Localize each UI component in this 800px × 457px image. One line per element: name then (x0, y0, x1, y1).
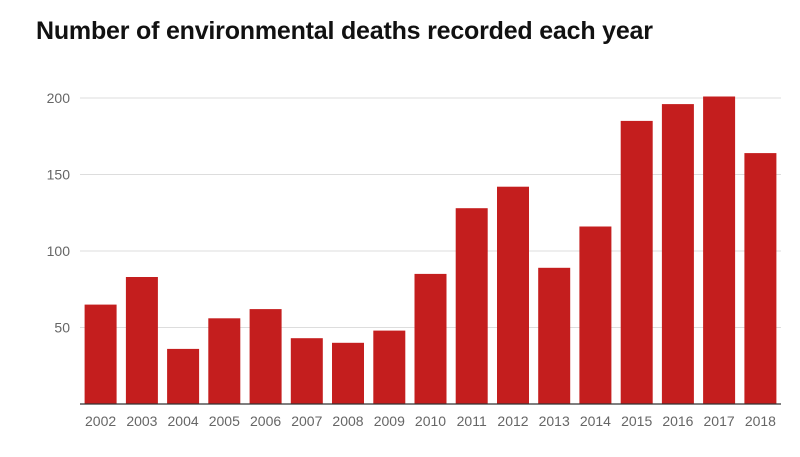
bar-2011 (455, 208, 488, 404)
bar-2012 (497, 186, 529, 404)
chart-title: Number of environmental deaths recorded … (36, 17, 653, 45)
x-tick-label: 2014 (580, 413, 611, 429)
bar-2004 (167, 348, 200, 404)
x-axis-ticks: 2002 2003 2004 2005 2006 2007 2008 2009 2010 2011… (85, 413, 776, 429)
y-tick-label: 50 (54, 320, 70, 336)
bar-2010 (414, 273, 447, 404)
x-tick-label: 2017 (704, 413, 735, 429)
bar-2018 (744, 153, 777, 404)
bar-2007 (290, 338, 323, 404)
x-tick-label: 2006 (250, 413, 281, 429)
bar-2014 (579, 226, 612, 404)
x-tick-label: 2015 (621, 413, 652, 429)
bars (84, 96, 777, 405)
y-tick-label: 150 (47, 167, 71, 183)
x-tick-label: 2013 (539, 413, 570, 429)
bar-2017 (703, 96, 736, 404)
x-tick-label: 2005 (209, 413, 240, 429)
bar-2013 (538, 267, 571, 404)
bar-2008 (332, 342, 364, 404)
bar-2009 (373, 330, 406, 404)
x-tick-label: 2003 (126, 413, 157, 429)
x-tick-label: 2007 (291, 413, 322, 429)
bar-2002 (84, 304, 117, 405)
x-tick-label: 2009 (374, 413, 405, 429)
bar-2006 (249, 309, 282, 404)
x-tick-label: 2010 (415, 413, 446, 429)
x-tick-label: 2004 (168, 413, 199, 429)
y-tick-label: 200 (47, 90, 71, 106)
bar-2015 (620, 120, 653, 405)
y-axis-ticks: 50 100 150 200 (47, 90, 71, 336)
x-tick-label: 2002 (85, 413, 116, 429)
bar-2003 (125, 277, 158, 404)
x-tick-label: 2008 (332, 413, 363, 429)
bar-2005 (208, 318, 241, 404)
x-tick-label: 2011 (457, 413, 487, 429)
bar-2016 (661, 104, 694, 404)
x-tick-label: 2012 (497, 413, 528, 429)
x-tick-label: 2018 (745, 413, 776, 429)
y-tick-label: 100 (47, 243, 71, 259)
x-tick-label: 2016 (662, 413, 693, 429)
